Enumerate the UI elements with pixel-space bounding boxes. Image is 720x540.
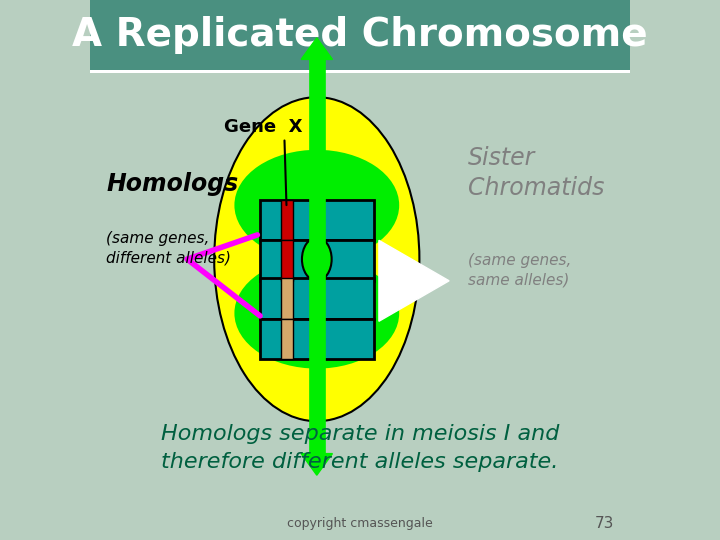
FancyArrow shape — [301, 38, 333, 59]
FancyBboxPatch shape — [90, 70, 630, 540]
FancyBboxPatch shape — [260, 278, 314, 319]
FancyArrow shape — [301, 454, 333, 475]
FancyBboxPatch shape — [260, 200, 314, 240]
Ellipse shape — [236, 259, 397, 367]
FancyBboxPatch shape — [320, 240, 374, 281]
Text: Gene  X: Gene X — [223, 118, 302, 136]
Polygon shape — [379, 240, 449, 321]
Text: Homologs: Homologs — [107, 172, 238, 195]
FancyBboxPatch shape — [90, 0, 630, 70]
Text: copyright cmassengale: copyright cmassengale — [287, 517, 433, 530]
Ellipse shape — [302, 238, 332, 281]
Text: A Replicated Chromosome: A Replicated Chromosome — [72, 16, 648, 54]
FancyBboxPatch shape — [90, 70, 630, 73]
FancyBboxPatch shape — [260, 240, 314, 281]
Text: (same genes,
same alleles): (same genes, same alleles) — [468, 253, 572, 287]
Ellipse shape — [215, 97, 419, 421]
FancyBboxPatch shape — [281, 240, 292, 281]
FancyBboxPatch shape — [260, 319, 314, 359]
Text: Homologs separate in meiosis I and
therefore different alleles separate.: Homologs separate in meiosis I and there… — [161, 424, 559, 472]
FancyBboxPatch shape — [281, 278, 292, 319]
Text: (same genes,
different alleles): (same genes, different alleles) — [107, 231, 231, 266]
FancyBboxPatch shape — [320, 278, 374, 319]
Text: 73: 73 — [595, 516, 613, 531]
FancyBboxPatch shape — [320, 200, 374, 240]
FancyBboxPatch shape — [320, 319, 374, 359]
FancyBboxPatch shape — [281, 200, 292, 240]
FancyBboxPatch shape — [281, 319, 292, 359]
Text: Sister
Chromatids: Sister Chromatids — [468, 146, 604, 200]
Ellipse shape — [236, 151, 397, 259]
